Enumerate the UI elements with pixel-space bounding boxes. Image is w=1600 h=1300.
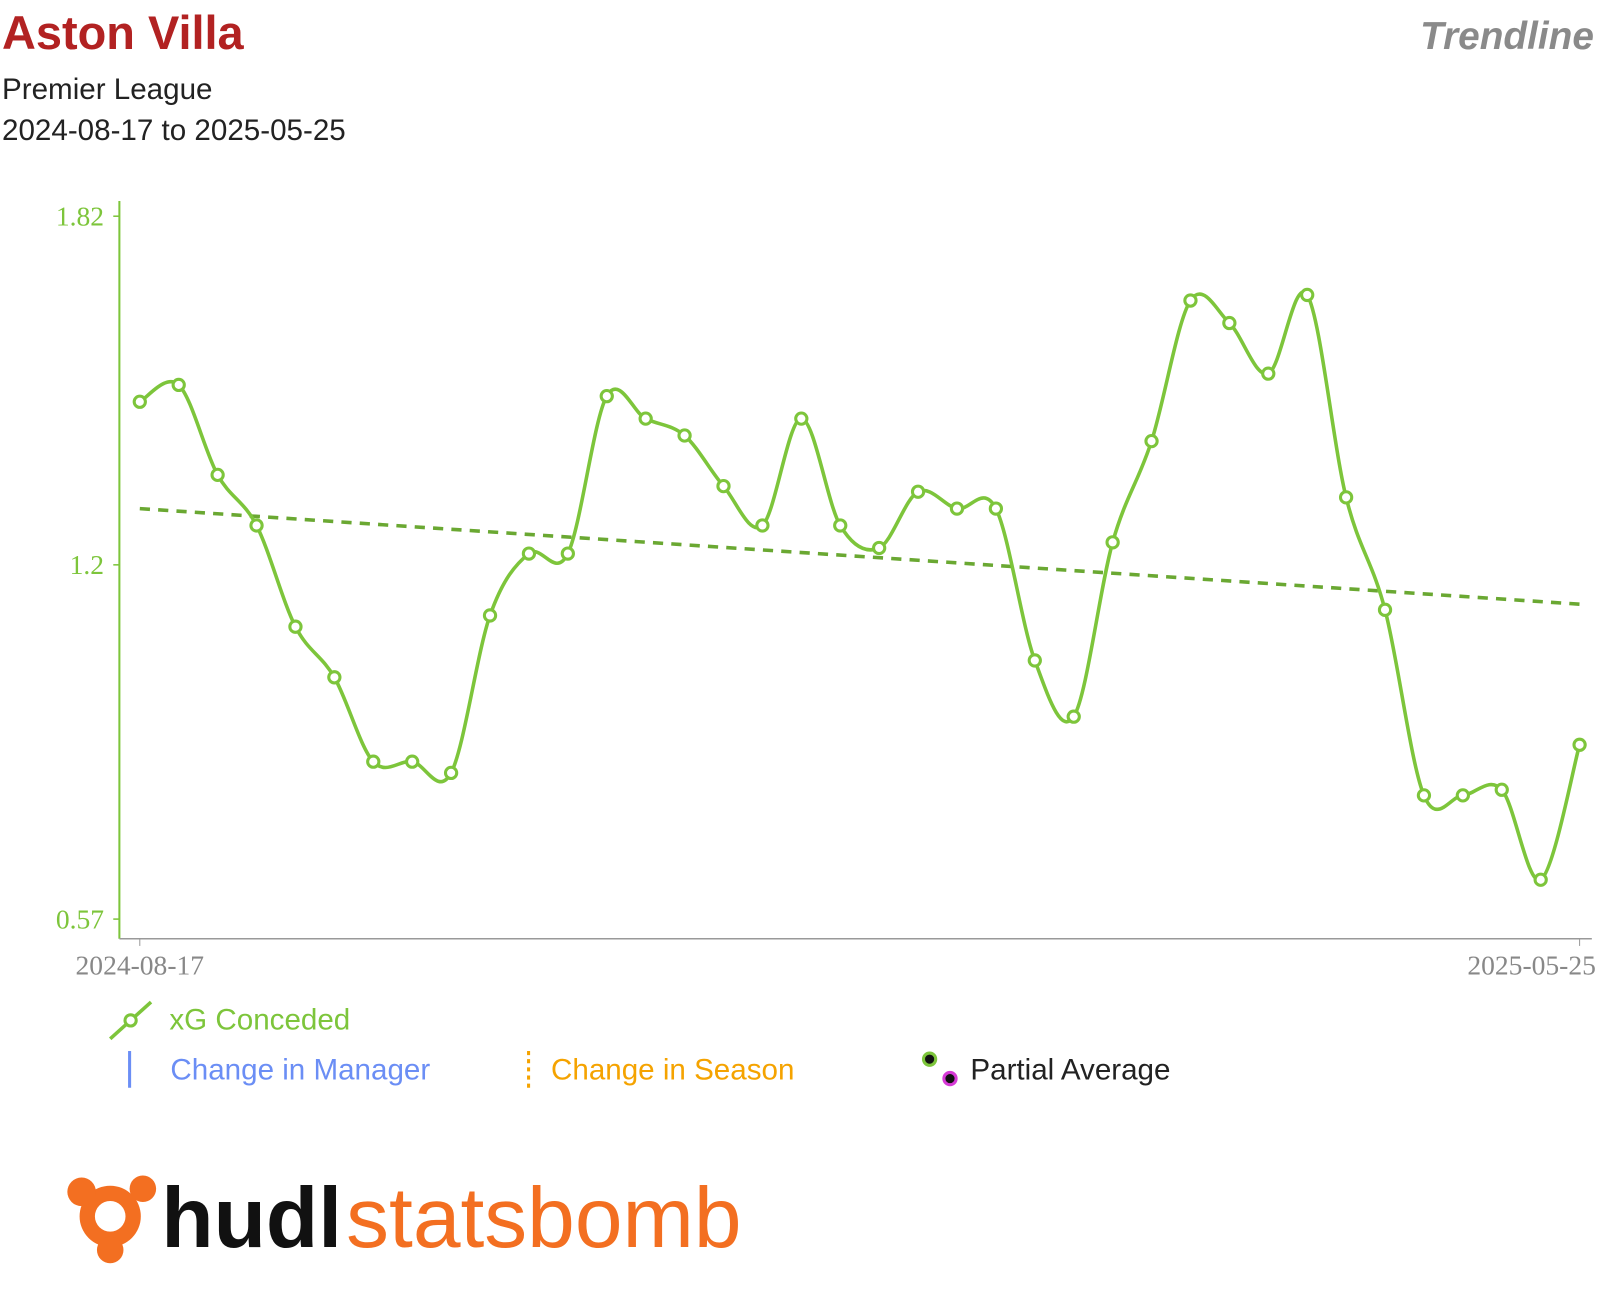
data-point <box>560 546 575 561</box>
data-point <box>910 484 926 499</box>
legend-label: Change in Manager <box>170 1054 430 1087</box>
legend-partial-icon <box>921 1051 938 1067</box>
logo-text: hudlstatsbomb <box>161 1170 741 1266</box>
data-point <box>1377 602 1393 617</box>
data-point <box>443 765 459 781</box>
x-tick-label: 2025-05-25 <box>1467 949 1596 980</box>
legend-label: xG Conceded <box>169 1004 350 1037</box>
data-point <box>949 501 965 516</box>
data-point <box>638 411 653 426</box>
data-point <box>327 670 342 685</box>
logo-icon <box>67 1175 157 1264</box>
data-point <box>1105 535 1120 550</box>
legend-label: Partial Average <box>970 1054 1170 1087</box>
data-point <box>171 377 186 393</box>
data-point <box>132 394 147 409</box>
data-point <box>1261 366 1276 381</box>
data-point <box>1416 788 1432 803</box>
y-tick-label: 0.57 <box>56 903 104 934</box>
data-point <box>1494 782 1509 797</box>
y-tick-label: 1.82 <box>56 200 104 231</box>
data-point <box>833 518 848 533</box>
data-point <box>288 619 303 634</box>
logo-hudl: hudl <box>161 1170 342 1266</box>
view-label: Trendline <box>1420 15 1594 58</box>
data-point <box>521 546 537 561</box>
trendline <box>139 506 1580 606</box>
chart-title: Aston Villa <box>2 7 245 59</box>
data-point <box>1144 433 1159 449</box>
data-point <box>755 518 770 533</box>
chart-subtitle: Premier League <box>2 73 212 106</box>
data-point <box>405 754 420 769</box>
legend-point <box>123 1013 138 1028</box>
legend-partial-icon <box>942 1070 958 1087</box>
data-point <box>599 389 614 404</box>
data-point <box>1027 653 1042 668</box>
data-point <box>482 608 498 623</box>
data-point <box>1222 315 1237 331</box>
data-point <box>794 411 809 426</box>
data-point <box>366 754 381 769</box>
data-point <box>872 540 887 556</box>
data-point <box>1338 490 1354 505</box>
data-point <box>1066 709 1081 724</box>
x-tick-label: 2024-08-17 <box>76 949 205 980</box>
data-point <box>1572 737 1587 752</box>
y-tick-label: 1.2 <box>70 549 104 580</box>
data-point <box>1183 293 1198 308</box>
data-point <box>1455 788 1470 803</box>
data-point <box>988 501 1004 516</box>
data-point <box>716 478 731 494</box>
data-point <box>249 518 264 533</box>
data-point <box>210 467 225 483</box>
series-line <box>138 290 1582 882</box>
legend-label: Change in Season <box>551 1054 794 1087</box>
date-range: 2024-08-17 to 2025-05-25 <box>2 114 346 147</box>
data-point <box>1300 287 1315 303</box>
logo-statsbomb: statsbomb <box>346 1170 741 1266</box>
data-point <box>677 428 692 443</box>
data-point <box>1533 872 1548 887</box>
